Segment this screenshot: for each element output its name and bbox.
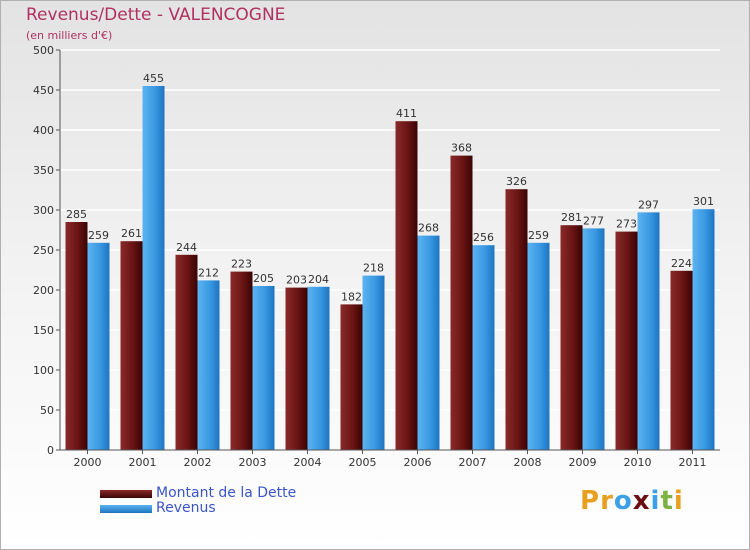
bar-revenus	[142, 86, 165, 450]
bar-debt	[615, 231, 638, 450]
data-label-debt: 273	[616, 218, 637, 231]
x-tick-label: 2005	[349, 456, 377, 469]
legend-swatch-revenus	[100, 505, 152, 513]
data-label-revenus: 301	[693, 195, 714, 208]
data-label-debt: 411	[396, 107, 417, 120]
x-tick-label: 2007	[459, 456, 487, 469]
y-tick-label: 450	[33, 84, 54, 97]
data-label-revenus: 277	[583, 214, 604, 227]
bar-revenus	[252, 286, 275, 450]
bar-revenus	[527, 242, 550, 450]
grid-lines	[60, 49, 720, 411]
bar-debt	[505, 189, 528, 450]
data-label-debt: 223	[231, 258, 252, 271]
data-label-debt: 244	[176, 241, 197, 254]
bar-debt	[65, 222, 88, 450]
data-label-debt: 368	[451, 142, 472, 155]
data-label-revenus: 297	[638, 198, 659, 211]
bar-debt	[560, 225, 583, 450]
bar-debt	[670, 270, 693, 450]
bars	[65, 86, 715, 450]
logo-letter: i	[673, 486, 684, 516]
logo-letter: t	[660, 486, 674, 516]
bar-debt	[230, 271, 253, 450]
logo-letter: i	[650, 486, 661, 516]
data-label-debt: 281	[561, 211, 582, 224]
x-tick-label: 2000	[74, 456, 102, 469]
legend-label-debt: Montant de la Dette	[156, 485, 297, 501]
y-tick-label: 150	[33, 324, 54, 337]
bar-revenus	[197, 280, 220, 450]
x-tick-label: 2006	[404, 456, 432, 469]
x-tick-label: 2001	[129, 456, 157, 469]
data-label-revenus: 259	[88, 229, 109, 242]
x-tick-label: 2002	[184, 456, 212, 469]
y-tick-label: 250	[33, 244, 54, 257]
y-tick-label: 0	[47, 444, 54, 457]
y-tick-label: 100	[33, 364, 54, 377]
bar-debt	[340, 304, 363, 450]
x-tick-label: 2011	[679, 456, 707, 469]
data-label-revenus: 259	[528, 229, 549, 242]
data-label-debt: 203	[286, 274, 307, 287]
data-label-debt: 182	[341, 290, 362, 303]
data-label-revenus: 204	[308, 273, 329, 286]
bar-debt	[395, 121, 418, 450]
bar-revenus	[582, 228, 605, 450]
data-label-debt: 285	[66, 208, 87, 221]
axes: 0 50 100 150 200 250 300 350 400 450 500 2000 2001 20…	[33, 44, 720, 469]
legend-label-revenus: Revenus	[156, 500, 216, 516]
x-tick-label: 2008	[514, 456, 542, 469]
bar-revenus	[362, 275, 385, 450]
legend-swatch-debt	[100, 490, 152, 498]
bar-revenus	[637, 212, 660, 450]
logo-letter: o	[613, 486, 633, 516]
data-label-revenus: 218	[363, 262, 384, 275]
bar-revenus	[87, 242, 110, 450]
data-label-revenus: 455	[143, 72, 164, 85]
data-label-debt: 224	[671, 257, 692, 270]
bar-revenus	[472, 245, 495, 450]
y-tick-label: 300	[33, 204, 54, 217]
x-tick-label: 2009	[569, 456, 597, 469]
bar-debt	[285, 287, 308, 450]
y-tick-label: 400	[33, 124, 54, 137]
x-tick-label: 2010	[624, 456, 652, 469]
bar-debt	[175, 254, 198, 450]
y-tick-label: 350	[33, 164, 54, 177]
x-tick-label: 2004	[294, 456, 322, 469]
data-label-revenus: 256	[473, 231, 494, 244]
bar-revenus	[307, 286, 330, 450]
x-tick-label: 2003	[239, 456, 267, 469]
bar-revenus	[692, 209, 715, 450]
data-label-revenus: 268	[418, 222, 439, 235]
data-label-debt: 261	[121, 227, 142, 240]
data-label-revenus: 205	[253, 272, 274, 285]
chart-title: Revenus/Dette - VALENCOGNE	[26, 5, 286, 25]
chart-subtitle: (en milliers d'€)	[26, 29, 113, 42]
y-tick-label: 50	[40, 404, 54, 417]
bar-debt	[450, 155, 473, 450]
data-label-revenus: 212	[198, 266, 219, 279]
bar-debt	[120, 241, 143, 450]
y-tick-label: 500	[33, 44, 54, 57]
logo-letter: r	[600, 486, 614, 516]
logo-letter: P	[580, 486, 601, 516]
proxiti-logo[interactable]: Proxiti	[580, 486, 684, 516]
bar-revenus	[417, 235, 440, 450]
y-tick-label: 200	[33, 284, 54, 297]
data-label-debt: 326	[506, 175, 527, 188]
logo-letter: x	[632, 486, 651, 516]
